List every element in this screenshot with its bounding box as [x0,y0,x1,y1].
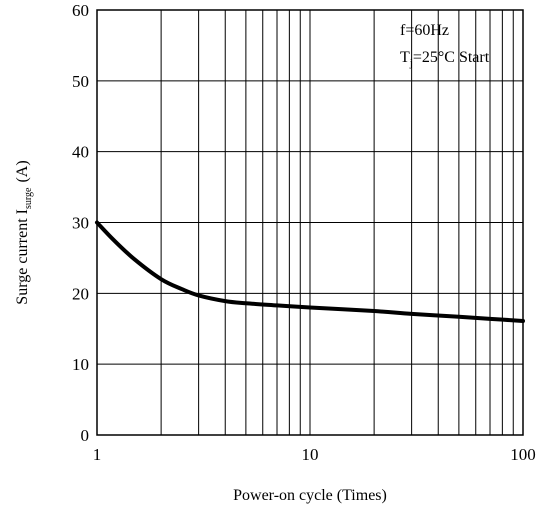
junction-temp-annotation: Tj=25°C Start [400,49,490,69]
tj-condition: =25°C Start [413,49,490,66]
x-tick-label: 100 [510,445,536,464]
y-axis-label-sub: surge [23,187,34,209]
y-tick-label: 10 [72,355,89,374]
y-tick-label: 60 [72,1,89,20]
frequency-annotation: f=60Hz [400,22,449,39]
y-axis-label-unit: (A) [14,160,31,182]
y-tick-label: 30 [72,214,89,233]
y-tick-label: 20 [72,284,89,303]
y-axis-label-main: Surge current I [14,209,31,305]
surge-current-curve [95,220,525,323]
x-tick-label: 1 [93,445,102,464]
x-tick-label: 10 [302,445,319,464]
y-tick-label: 40 [72,143,89,162]
x-axis-label: Power-on cycle (Times) [233,487,387,504]
y-tick-label: 50 [72,72,89,91]
y-tick-label: 0 [81,426,90,445]
y-axis-label: Surge current Isurge (A) [14,160,34,304]
grid-lines [96,9,523,436]
tj-subscript: j [409,57,413,69]
tj-symbol: T [400,49,410,66]
tick-labels: 1 10 100 0 10 20 30 40 50 60 [72,1,536,464]
